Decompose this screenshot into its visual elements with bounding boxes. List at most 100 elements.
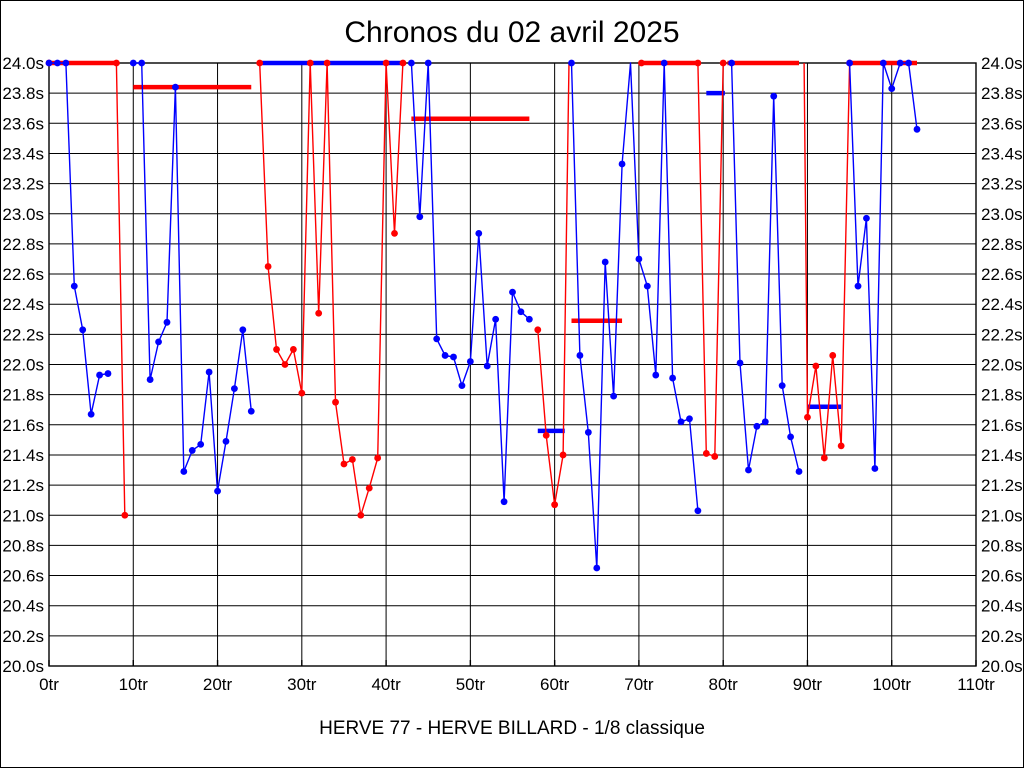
data-point-pilote-bleu <box>568 59 575 67</box>
data-point-pilote-bleu <box>197 440 205 448</box>
data-point-pilote-bleu <box>475 229 483 237</box>
x-axis-label: 0tr <box>39 675 59 694</box>
data-point-pilote-bleu <box>787 433 794 441</box>
data-point-pilote-rouge <box>289 346 297 353</box>
y-axis-label-right: 22.0s <box>981 356 1023 375</box>
y-axis-label-right: 21.8s <box>981 386 1023 405</box>
y-axis-label-right: 22.8s <box>981 235 1023 254</box>
data-point-pilote-bleu <box>231 385 238 393</box>
data-point-pilote-bleu <box>441 352 449 359</box>
data-point-pilote-rouge <box>829 352 837 359</box>
y-axis-label-left: 21.2s <box>2 476 44 495</box>
y-axis-label-left: 22.2s <box>2 325 44 344</box>
data-point-pilote-bleu <box>180 468 188 475</box>
data-point-pilote-bleu <box>736 359 744 367</box>
x-axis-label: 10tr <box>119 675 149 694</box>
data-point-pilote-bleu <box>745 466 752 474</box>
data-point-pilote-rouge <box>804 413 811 421</box>
data-point-pilote-bleu <box>214 487 221 495</box>
y-axis-label-right: 23.4s <box>981 144 1023 163</box>
x-axis-label: 30tr <box>287 675 317 694</box>
data-point-pilote-bleu <box>863 214 870 222</box>
data-point-pilote-bleu <box>407 59 415 67</box>
data-point-pilote-rouge <box>273 346 280 353</box>
x-axis-label: 100tr <box>872 675 911 694</box>
y-axis-label-left: 21.4s <box>2 446 44 465</box>
data-point-pilote-bleu <box>79 326 87 334</box>
series-line-pilote-bleu <box>848 62 918 470</box>
data-point-pilote-bleu <box>778 382 786 390</box>
data-point-pilote-rouge <box>382 59 390 67</box>
data-point-pilote-bleu <box>677 418 685 426</box>
data-point-pilote-rouge <box>365 484 373 492</box>
data-point-pilote-bleu <box>618 160 626 168</box>
data-point-pilote-bleu <box>896 59 904 67</box>
data-point-pilote-bleu <box>610 392 618 400</box>
data-point-pilote-bleu <box>660 59 668 67</box>
y-axis-label-right: 21.0s <box>981 506 1023 525</box>
data-point-pilote-rouge <box>399 59 407 67</box>
y-axis-label-right: 23.0s <box>981 205 1023 224</box>
data-point-pilote-bleu <box>458 382 466 390</box>
y-axis-label-left: 23.6s <box>2 114 44 133</box>
x-axis-label: 80tr <box>709 675 739 694</box>
data-point-pilote-bleu <box>601 258 609 266</box>
data-point-pilote-bleu <box>593 564 601 572</box>
data-point-pilote-bleu <box>728 59 736 67</box>
series-line-pilote-bleu <box>730 62 800 472</box>
y-axis-label-right: 24.0s <box>981 54 1023 73</box>
x-axis-label: 50tr <box>456 675 486 694</box>
y-axis-label-right: 22.6s <box>981 265 1023 284</box>
y-axis-label-left: 23.8s <box>2 84 44 103</box>
data-point-pilote-rouge <box>638 59 645 67</box>
data-point-pilote-bleu <box>635 255 643 263</box>
y-axis-label-left: 23.0s <box>2 205 44 224</box>
data-point-pilote-bleu <box>129 59 137 67</box>
data-point-pilote-bleu <box>416 213 424 221</box>
data-point-pilote-bleu <box>795 468 803 475</box>
data-point-pilote-rouge <box>559 451 567 459</box>
data-point-pilote-bleu <box>761 418 769 426</box>
data-point-pilote-rouge <box>719 59 727 67</box>
x-axis-label: 60tr <box>540 675 570 694</box>
y-axis-label-right: 20.6s <box>981 567 1023 586</box>
data-point-pilote-bleu <box>913 125 921 133</box>
y-axis-label-right: 21.2s <box>981 476 1023 495</box>
y-axis-label-left: 23.4s <box>2 144 44 163</box>
y-axis-label-left: 24.0s <box>2 54 44 73</box>
data-point-pilote-rouge <box>306 59 314 67</box>
data-point-pilote-bleu <box>155 338 162 346</box>
x-axis-label: 40tr <box>371 675 401 694</box>
y-axis-label-right: 23.2s <box>981 175 1023 194</box>
data-point-pilote-bleu <box>576 352 584 359</box>
y-axis-label-right: 20.2s <box>981 627 1023 646</box>
x-axis-label: 70tr <box>624 675 654 694</box>
y-axis-label-left: 20.2s <box>2 627 44 646</box>
data-point-pilote-rouge <box>542 431 550 439</box>
data-point-pilote-bleu <box>239 326 247 334</box>
data-point-pilote-bleu <box>96 371 103 379</box>
data-point-pilote-bleu <box>492 315 500 323</box>
x-axis-label: 110tr <box>957 675 995 694</box>
data-point-pilote-bleu <box>686 415 693 423</box>
data-point-pilote-rouge <box>534 326 542 334</box>
data-point-pilote-bleu <box>643 282 651 290</box>
data-point-pilote-bleu <box>87 410 95 418</box>
data-point-pilote-bleu <box>104 370 112 377</box>
data-point-pilote-bleu <box>163 318 171 326</box>
data-point-pilote-rouge <box>551 501 559 509</box>
data-point-pilote-rouge <box>702 450 710 457</box>
data-point-pilote-rouge <box>281 361 289 368</box>
data-point-pilote-bleu <box>483 362 491 370</box>
data-point-pilote-rouge <box>837 442 845 450</box>
data-point-pilote-rouge <box>340 460 348 468</box>
chart-title: Chronos du 02 avril 2025 <box>344 16 680 49</box>
data-point-pilote-rouge <box>820 454 828 462</box>
data-point-pilote-rouge <box>113 59 120 67</box>
data-point-pilote-bleu <box>584 428 592 436</box>
data-point-pilote-bleu <box>694 507 702 515</box>
data-point-pilote-bleu <box>517 308 525 316</box>
data-point-pilote-bleu <box>525 315 533 323</box>
data-point-pilote-bleu <box>652 371 660 379</box>
